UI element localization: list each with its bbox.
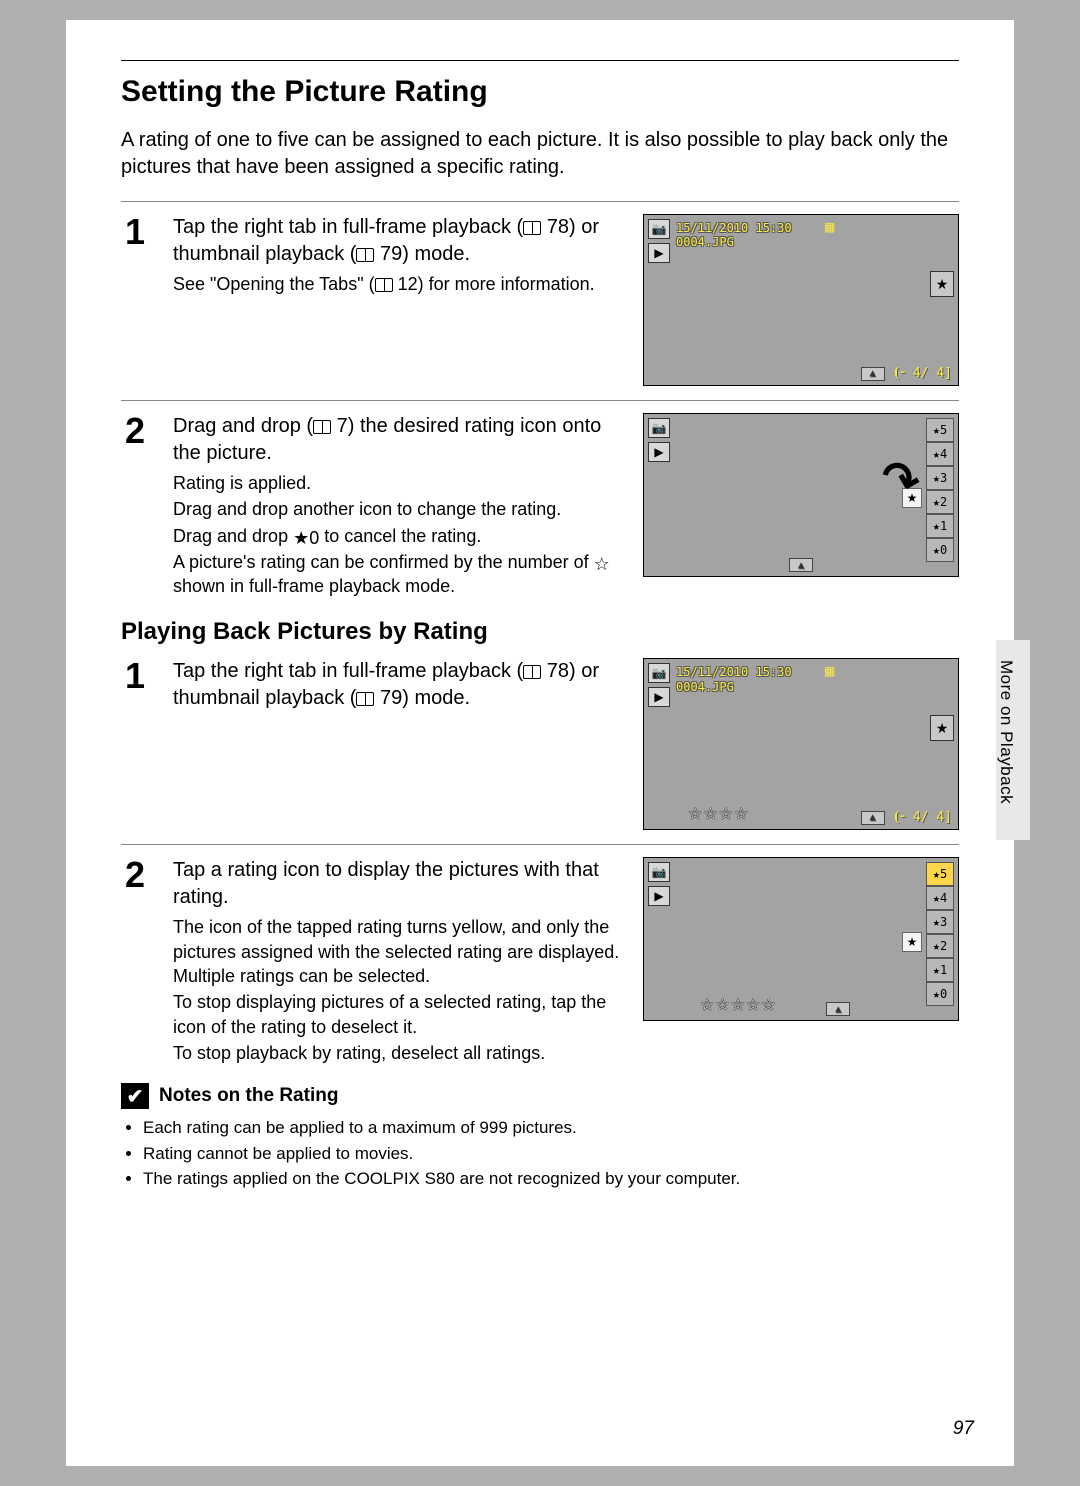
camera-screen-3: 📷 ▶ 15/11/2010 15:30 0004.JPG ▦ ★ ☆☆☆☆ ▲… [643,658,959,830]
camera-icon: 📷 [648,418,670,438]
camera-icon: 📷 [648,663,670,683]
step-2-1: 1 Tap the right tab in full-frame playba… [121,658,959,830]
rating-2: ★2 [926,490,954,514]
page-number: 97 [953,1418,974,1440]
playback-icon: ▶ [648,243,670,263]
notes-list: Each rating can be applied to a maximum … [121,1115,959,1192]
step-heading: Tap the right tab in full-frame playback… [173,658,623,712]
rating-4: ★4 [926,886,954,910]
memory-icon: ▦ [824,664,838,678]
step-heading: Drag and drop ( 7) the desired rating ic… [173,413,623,467]
rating-5: ★5 [926,418,954,442]
step-2-2: 2 Tap a rating icon to display the pictu… [121,857,959,1065]
subsection-title: Playing Back Pictures by Rating [121,618,959,646]
star-outline-icon: ☆ [594,555,610,573]
camera-screen-2: 📷 ▶ ★5 ★4 ★3 ★2 ★1 ★0 ★ ↶ ▲ [643,413,959,577]
step-subtext: The icon of the tapped rating turns yell… [173,915,623,1065]
step-heading: Tap the right tab in full-frame playback… [173,214,623,268]
counter: 4/ 4] [913,810,952,825]
rating-1: ★1 [926,514,954,538]
rating-5-selected: ★5 [926,862,954,886]
playback-icon: ▶ [648,886,670,906]
step-subtext: See "Opening the Tabs" ( 12) for more in… [173,272,623,296]
counter: 4/ 4] [913,366,952,381]
highlighted-star-icon: ★ [902,932,922,952]
screen-info: 15/11/2010 15:30 0004.JPG [676,221,792,250]
book-icon [356,248,374,262]
step-number: 2 [121,413,169,598]
camera-screen-1: 📷 ▶ 15/11/2010 15:30 0004.JPG ▦ ★ ▲ ⦗⁃ 4… [643,214,959,386]
rating-2: ★2 [926,934,954,958]
rating-1: ★1 [926,958,954,982]
up-arrow-icon: ▲ [826,1002,850,1016]
page-title: Setting the Picture Rating [121,75,959,109]
rating-3: ★3 [926,910,954,934]
check-icon: ✔ [121,1083,149,1109]
separator [121,844,959,845]
intro-text: A rating of one to five can be assigned … [121,127,959,181]
up-arrow-icon: ▲ [789,558,813,572]
side-section-label: More on Playback [996,660,1016,804]
bracket-icon: ⦗⁃ [893,366,905,381]
rating-stars: ☆☆☆☆ [688,804,749,824]
top-rule [121,60,959,61]
playback-icon: ▶ [648,687,670,707]
note-item: Each rating can be applied to a maximum … [143,1115,959,1141]
rating-3: ★3 [926,466,954,490]
rating-0: ★0 [926,982,954,1006]
step-subtext: Rating is applied. Drag and drop another… [173,471,623,598]
star-tab: ★ [930,271,954,297]
rating-0: ★0 [926,538,954,562]
separator [121,400,959,401]
book-icon [313,420,331,434]
step-number: 1 [121,214,169,386]
star-zero-icon: ★0 [293,529,319,547]
bracket-icon: ⦗⁃ [893,810,905,825]
step-1-1: 1 Tap the right tab in full-frame playba… [121,214,959,386]
camera-icon: 📷 [648,219,670,239]
camera-screen-4: 📷 ▶ ★5 ★4 ★3 ★2 ★1 ★0 ★ ☆☆☆☆☆ ▲ [643,857,959,1021]
book-icon [375,278,393,292]
rating-4: ★4 [926,442,954,466]
playback-icon: ▶ [648,442,670,462]
step-number: 2 [121,857,169,1065]
step-1-2: 2 Drag and drop ( 7) the desired rating … [121,413,959,598]
rating-panel: ★5 ★4 ★3 ★2 ★1 ★0 [926,862,954,1006]
notes-heading: ✔ Notes on the Rating [121,1083,959,1109]
up-arrow-icon: ▲ [861,811,885,825]
note-item: The ratings applied on the COOLPIX S80 a… [143,1166,959,1192]
notes-title: Notes on the Rating [159,1085,338,1107]
manual-page: More on Playback Setting the Picture Rat… [66,20,1014,1466]
camera-icon: 📷 [648,862,670,882]
memory-icon: ▦ [824,220,838,234]
step-number: 1 [121,658,169,830]
separator [121,201,959,202]
book-icon [356,692,374,706]
screen-info: 15/11/2010 15:30 0004.JPG [676,665,792,694]
step-heading: Tap a rating icon to display the picture… [173,857,623,911]
up-arrow-icon: ▲ [861,367,885,381]
rating-stars: ☆☆☆☆☆ [700,995,777,1015]
note-item: Rating cannot be applied to movies. [143,1141,959,1167]
book-icon [523,665,541,679]
book-icon [523,221,541,235]
rating-panel: ★5 ★4 ★3 ★2 ★1 ★0 [926,418,954,562]
star-tab: ★ [930,715,954,741]
